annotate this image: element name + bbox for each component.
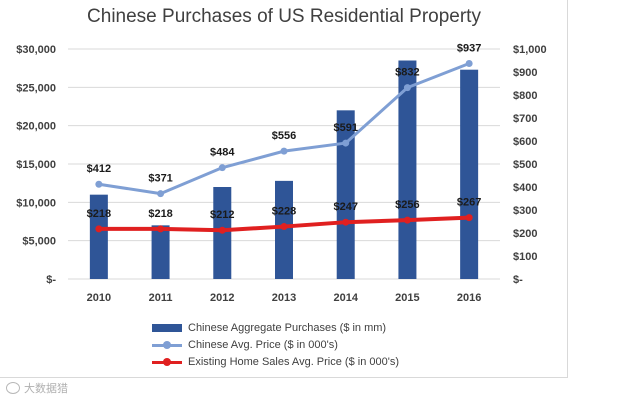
existing-price-point xyxy=(95,225,103,233)
left-axis-tick-label: $5,000 xyxy=(22,236,56,248)
chinese-price-point xyxy=(95,180,103,188)
existing-price-point xyxy=(218,226,226,234)
x-axis-tick-label: 2010 xyxy=(87,292,111,304)
existing-price-point xyxy=(280,223,288,231)
existing-price-point xyxy=(342,218,350,226)
chinese-price-data-label: $412 xyxy=(87,163,111,175)
existing-price-data-label: $212 xyxy=(210,209,234,221)
x-axis-tick-label: 2012 xyxy=(210,292,234,304)
right-axis-tick-label: $900 xyxy=(513,67,537,79)
chinese-price-point xyxy=(342,139,350,147)
legend-item-chinese-price: Chinese Avg. Price ($ in 000's) xyxy=(152,336,399,353)
x-axis-tick-label: 2016 xyxy=(457,292,481,304)
right-axis-tick-label: $100 xyxy=(513,251,537,263)
chinese-price-data-label: $591 xyxy=(333,122,357,134)
chinese-price-data-label: $832 xyxy=(395,67,419,79)
chinese-price-point xyxy=(465,59,473,67)
bar xyxy=(398,60,417,279)
left-axis-tick-label: $15,000 xyxy=(16,159,56,171)
bar xyxy=(336,110,355,279)
chart-plot: $412 $371 $484 $556 $591 $832 $937 $218 $218 $212… xyxy=(16,42,546,304)
right-axis-tick-label: $800 xyxy=(513,90,537,102)
existing-price-point xyxy=(403,216,411,224)
left-axis-tick-label: $30,000 xyxy=(16,44,56,56)
existing-price-data-label: $247 xyxy=(333,201,357,213)
bar-series xyxy=(89,60,479,279)
bar xyxy=(89,194,108,279)
right-axis-tick-label: $700 xyxy=(513,113,537,125)
chinese-price-point xyxy=(157,190,165,198)
chinese-price-data-label: $556 xyxy=(272,130,296,142)
legend-swatch-line xyxy=(152,355,182,369)
chinese-price-point xyxy=(280,147,288,155)
right-axis-tick-label: $300 xyxy=(513,205,537,217)
right-axis-tick-label: $400 xyxy=(513,182,537,194)
chat-bubble-icon xyxy=(6,382,20,394)
x-axis-tick-label: 2014 xyxy=(333,292,358,304)
chinese-price-point xyxy=(218,164,226,172)
right-axis-tick-label: $500 xyxy=(513,159,537,171)
left-axis-tick-label: $20,000 xyxy=(16,121,56,133)
legend-swatch-bar xyxy=(152,321,182,335)
watermark-text: 大数据猎 xyxy=(24,383,68,395)
watermark: 大数据猎 xyxy=(6,380,68,396)
legend-item-existing-price: Existing Home Sales Avg. Price ($ in 000… xyxy=(152,353,399,370)
left-axis-tick-label: $- xyxy=(46,274,56,286)
existing-price-data-label: $228 xyxy=(272,206,296,218)
legend-swatch-line xyxy=(152,338,182,352)
existing-price-point xyxy=(157,225,165,233)
left-axis-tick-label: $10,000 xyxy=(16,197,56,209)
chinese-price-data-label: $371 xyxy=(148,173,172,185)
existing-price-data-label: $267 xyxy=(457,197,481,209)
right-axis-tick-label: $- xyxy=(513,274,523,286)
legend-label: Chinese Avg. Price ($ in 000's) xyxy=(188,338,338,351)
chinese-price-point xyxy=(403,84,411,92)
bar xyxy=(460,69,479,279)
chart-frame: Chinese Purchases of US Residential Prop… xyxy=(0,0,568,378)
legend-label: Chinese Aggregate Purchases ($ in mm) xyxy=(188,321,387,334)
bar xyxy=(151,225,170,279)
right-axis-tick-label: $1,000 xyxy=(513,44,547,56)
existing-price-data-label: $256 xyxy=(395,199,419,211)
left-axis-tick-label: $25,000 xyxy=(16,82,56,94)
existing-price-point xyxy=(465,214,473,222)
existing-price-data-label: $218 xyxy=(148,208,172,220)
right-axis-tick-label: $600 xyxy=(513,136,537,148)
legend: Chinese Aggregate Purchases ($ in mm) Ch… xyxy=(152,319,399,370)
x-axis-tick-label: 2013 xyxy=(272,292,296,304)
data-labels: $412 $371 $484 $556 $591 $832 $937 $218 $218 $212… xyxy=(87,42,482,221)
legend-item-purchases: Chinese Aggregate Purchases ($ in mm) xyxy=(152,319,399,336)
chart-title: Chinese Purchases of US Residential Prop… xyxy=(87,6,481,27)
right-axis-tick-label: $200 xyxy=(513,228,537,240)
x-axis-tick-label: 2015 xyxy=(395,292,419,304)
chinese-price-data-label: $484 xyxy=(210,147,235,159)
legend-label: Existing Home Sales Avg. Price ($ in 000… xyxy=(188,355,399,368)
axes: $30,000 $25,000 $20,000 $15,000 $10,000 $5,00… xyxy=(16,44,546,304)
chinese-price-data-label: $937 xyxy=(457,42,481,54)
existing-price-data-label: $218 xyxy=(87,208,111,220)
x-axis-tick-label: 2011 xyxy=(149,292,173,304)
line-series xyxy=(95,59,473,234)
